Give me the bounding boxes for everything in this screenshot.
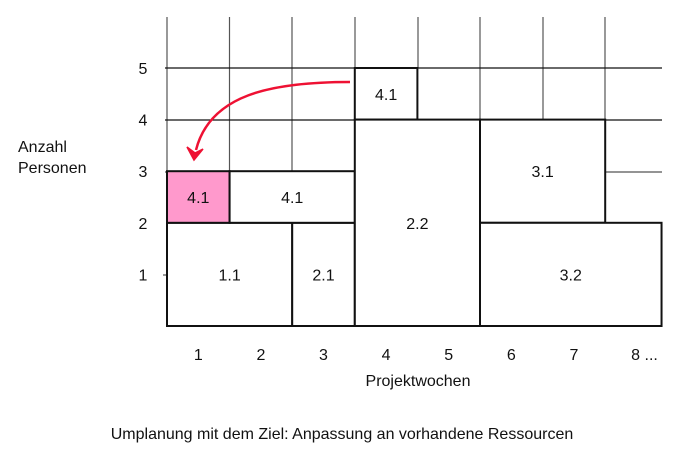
- y-tick-label: 4: [139, 113, 148, 130]
- block-label: 2.2: [406, 216, 428, 233]
- block-2-1: [291, 221, 356, 327]
- y-tick-label: 3: [139, 164, 148, 181]
- x-tick-label: 7: [569, 347, 578, 364]
- block-label: 2.1: [312, 267, 334, 284]
- y-label-line-1: Anzahl: [18, 139, 67, 156]
- x-tick-label: 2: [256, 347, 265, 364]
- block-1-1: [166, 221, 294, 327]
- block-label: 4.1: [187, 190, 209, 207]
- y-label-line-2: Personen: [18, 160, 87, 177]
- x-tick-label: 8 ...: [631, 347, 658, 364]
- move-arrow: [194, 80, 351, 151]
- resource-diagram: 1.1 2.1 4.1 4.1 4.1 2.2 3.1 3.2 1 2 3 4 5 6 7 8 ... 1 2 3…: [139, 17, 663, 390]
- x-tick-label: 5: [444, 347, 453, 364]
- block-4-1: [228, 170, 356, 224]
- block-2-2: [353, 118, 481, 327]
- block-3-2: [479, 221, 663, 327]
- y-axis-label: Anzahl Personen: [18, 137, 87, 179]
- x-tick-label: 6: [507, 347, 516, 364]
- y-tick-label: 1: [139, 267, 148, 284]
- x-tick-label: 3: [319, 347, 328, 364]
- block-label: 4.1: [375, 87, 397, 104]
- block-label: 3.1: [531, 164, 553, 181]
- block-label: 3.2: [560, 267, 582, 284]
- y-tick-label: 2: [139, 216, 148, 233]
- y-tick-label: 5: [139, 61, 148, 78]
- block-3-1: [479, 118, 607, 224]
- x-axis-label: Projektwochen: [366, 373, 471, 390]
- caption: Umplanung mit dem Ziel: Anpassung an vor…: [110, 426, 574, 443]
- x-tick-label: 4: [382, 347, 391, 364]
- block-label: 4.1: [281, 190, 303, 207]
- x-tick-label: 1: [194, 347, 203, 364]
- block-4-1: [166, 170, 231, 224]
- block-label: 1.1: [218, 267, 240, 284]
- arrow-head-icon: [186, 146, 204, 162]
